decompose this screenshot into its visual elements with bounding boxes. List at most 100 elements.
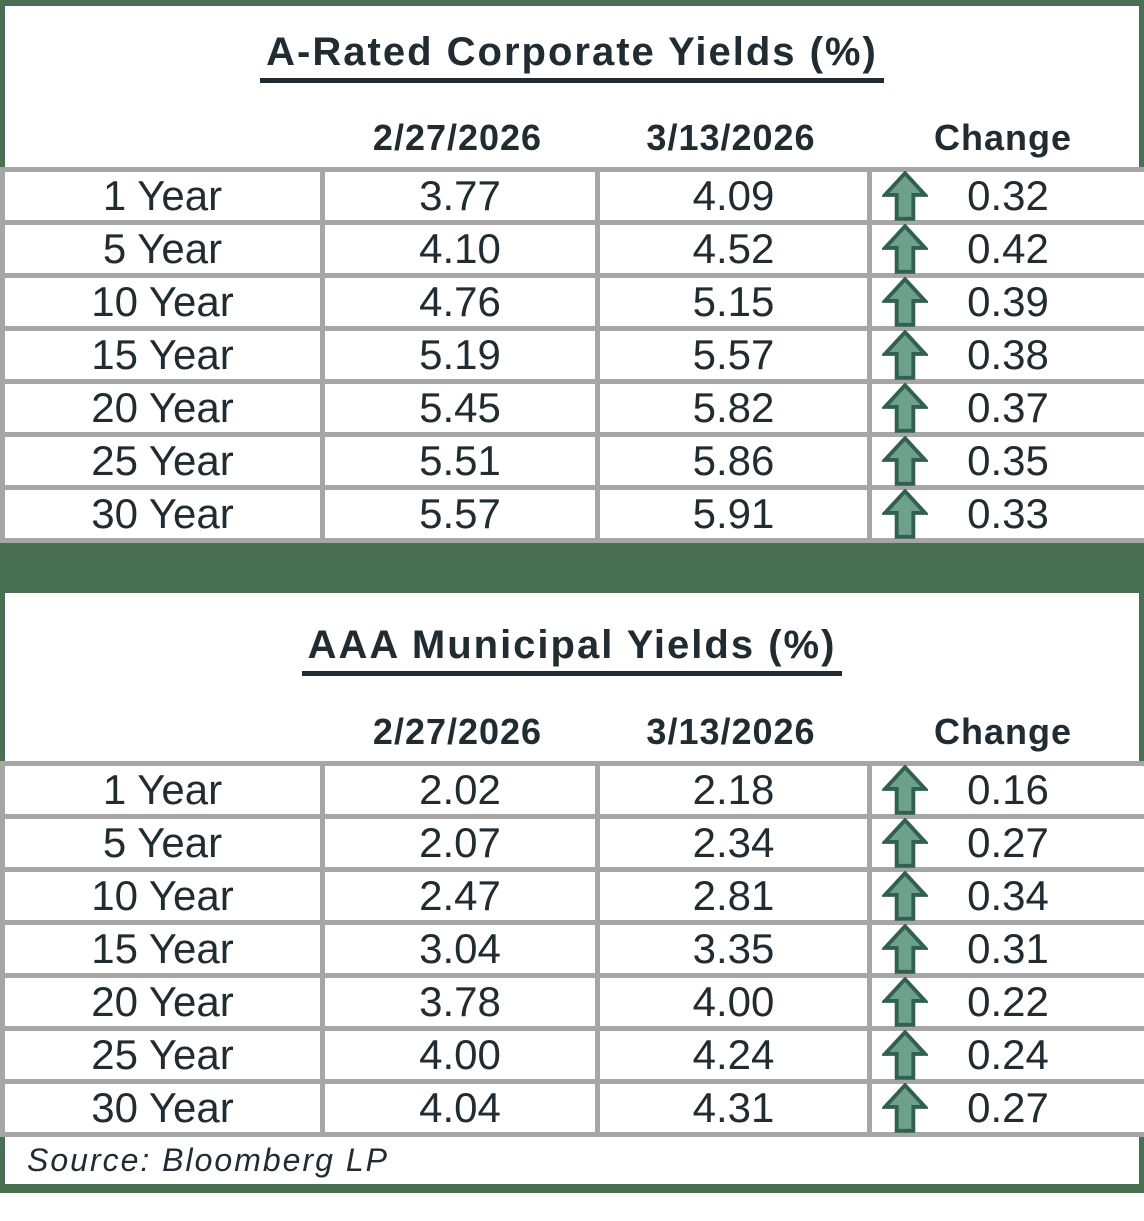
change-cell: 0.16 — [867, 761, 1144, 819]
column-header-change: Change — [933, 117, 1072, 158]
row-label: 1 Year — [0, 761, 325, 819]
yield-cell: 5.51 — [320, 432, 600, 490]
row-label: 1 Year — [0, 167, 325, 225]
yield-cell: 2.07 — [320, 814, 600, 872]
table-row: 20 Year 3.78 4.00 0.22 — [0, 973, 1144, 1031]
change-value: 0.24 — [967, 1031, 1049, 1078]
table-row: 30 Year 4.04 4.31 0.27 — [0, 1079, 1144, 1137]
yield-cell: 4.76 — [320, 273, 600, 331]
yield-cell: 5.91 — [595, 485, 872, 543]
up-arrow-icon — [880, 764, 930, 815]
change-value: 0.27 — [967, 1084, 1049, 1131]
table-row: 10 Year 2.47 2.81 0.34 — [0, 867, 1144, 925]
yield-cell: 4.04 — [320, 1079, 600, 1137]
change-value: 0.32 — [967, 172, 1049, 219]
source-note: Source: Bloomberg LP — [27, 1142, 389, 1178]
row-label: 15 Year — [0, 920, 325, 978]
change-value: 0.37 — [967, 384, 1049, 431]
column-header-date1: 2/27/2026 — [372, 117, 543, 158]
source-note-row: Source: Bloomberg LP — [0, 1137, 1144, 1184]
yield-cell: 2.81 — [595, 867, 872, 925]
municipal-table-title-text: AAA Municipal Yields (%) — [301, 623, 843, 676]
table-row: 1 Year 3.77 4.09 0.32 — [0, 167, 1144, 225]
change-cell: 0.39 — [867, 273, 1144, 331]
corporate-table-title: A-Rated Corporate Yields (%) — [5, 6, 1139, 83]
row-label: 15 Year — [0, 326, 325, 384]
row-label: 20 Year — [0, 973, 325, 1031]
yield-cell: 4.00 — [595, 973, 872, 1031]
up-arrow-icon — [880, 276, 930, 327]
yield-cell: 2.18 — [595, 761, 872, 819]
row-label: 30 Year — [0, 1079, 325, 1137]
yield-cell: 4.52 — [595, 220, 872, 278]
column-header-spacer — [5, 711, 320, 753]
municipal-column-headers: 2/27/2026 3/13/2026 Change — [5, 711, 1139, 753]
table-row: 25 Year 5.51 5.86 0.35 — [0, 432, 1144, 490]
up-arrow-icon — [880, 488, 930, 539]
change-value: 0.16 — [967, 766, 1049, 813]
change-cell: 0.27 — [867, 1079, 1144, 1137]
yield-cell: 2.34 — [595, 814, 872, 872]
change-cell: 0.27 — [867, 814, 1144, 872]
change-cell: 0.22 — [867, 973, 1144, 1031]
up-arrow-icon — [880, 329, 930, 380]
row-label: 20 Year — [0, 379, 325, 437]
change-cell: 0.31 — [867, 920, 1144, 978]
corporate-section-header: A-Rated Corporate Yields (%) 2/27/2026 3… — [0, 6, 1144, 167]
table-row: 5 Year 4.10 4.52 0.42 — [0, 220, 1144, 278]
column-header-spacer — [5, 117, 320, 159]
yield-cell: 2.02 — [320, 761, 600, 819]
change-cell: 0.34 — [867, 867, 1144, 925]
row-label: 10 Year — [0, 273, 325, 331]
change-value: 0.33 — [967, 490, 1049, 537]
row-label: 25 Year — [0, 432, 325, 490]
corporate-yields-table: 1 Year 3.77 4.09 0.32 5 Year 4.10 4.52 0… — [0, 167, 1144, 543]
yield-cell: 4.00 — [320, 1026, 600, 1084]
up-arrow-icon — [880, 817, 930, 868]
table-row: 15 Year 5.19 5.57 0.38 — [0, 326, 1144, 384]
up-arrow-icon — [880, 870, 930, 921]
change-value: 0.27 — [967, 819, 1049, 866]
top-border-bar — [0, 0, 1144, 6]
change-cell: 0.24 — [867, 1026, 1144, 1084]
up-arrow-icon — [880, 223, 930, 274]
column-header-change: Change — [933, 711, 1072, 752]
up-arrow-icon — [880, 1082, 930, 1133]
table-row: 5 Year 2.07 2.34 0.27 — [0, 814, 1144, 872]
yield-cell: 2.47 — [320, 867, 600, 925]
yield-cell: 5.86 — [595, 432, 872, 490]
yield-cell: 3.78 — [320, 973, 600, 1031]
change-value: 0.35 — [967, 437, 1049, 484]
up-arrow-icon — [880, 382, 930, 433]
change-cell: 0.37 — [867, 379, 1144, 437]
yield-cell: 4.24 — [595, 1026, 872, 1084]
up-arrow-icon — [880, 923, 930, 974]
yield-cell: 4.09 — [595, 167, 872, 225]
change-value: 0.38 — [967, 331, 1049, 378]
yield-cell: 5.45 — [320, 379, 600, 437]
corporate-column-headers: 2/27/2026 3/13/2026 Change — [5, 117, 1139, 159]
table-row: 20 Year 5.45 5.82 0.37 — [0, 379, 1144, 437]
change-value: 0.39 — [967, 278, 1049, 325]
yield-cell: 5.19 — [320, 326, 600, 384]
yield-cell: 5.82 — [595, 379, 872, 437]
change-value: 0.42 — [967, 225, 1049, 272]
up-arrow-icon — [880, 170, 930, 221]
change-cell: 0.32 — [867, 167, 1144, 225]
up-arrow-icon — [880, 976, 930, 1027]
yield-cell: 3.77 — [320, 167, 600, 225]
table-row: 1 Year 2.02 2.18 0.16 — [0, 761, 1144, 819]
up-arrow-icon — [880, 1029, 930, 1080]
column-header-date1: 2/27/2026 — [372, 711, 543, 752]
bottom-border-bar — [0, 1184, 1144, 1193]
table-row: 10 Year 4.76 5.15 0.39 — [0, 273, 1144, 331]
yield-cell: 4.10 — [320, 220, 600, 278]
municipal-section-header: AAA Municipal Yields (%) 2/27/2026 3/13/… — [0, 593, 1144, 761]
change-value: 0.22 — [967, 978, 1049, 1025]
change-cell: 0.38 — [867, 326, 1144, 384]
yield-cell: 3.35 — [595, 920, 872, 978]
municipal-table-title: AAA Municipal Yields (%) — [5, 593, 1139, 676]
yield-cell: 5.57 — [320, 485, 600, 543]
section-divider-band — [0, 543, 1144, 593]
